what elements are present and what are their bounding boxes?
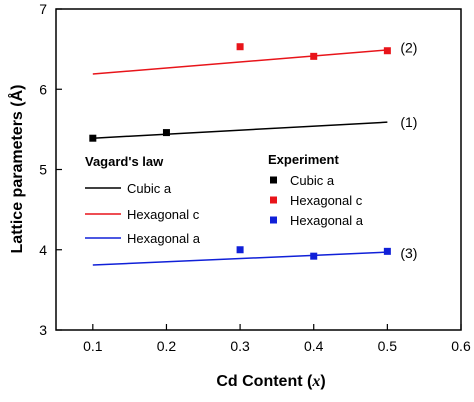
vegard-line xyxy=(92,251,388,266)
experiment-point xyxy=(383,47,391,55)
y-tick-label: 5 xyxy=(39,162,47,178)
experiment-point xyxy=(310,52,318,60)
series-lines xyxy=(92,49,388,266)
experiment-point xyxy=(310,252,318,260)
x-tick-label: 0.1 xyxy=(83,338,103,354)
x-tick-label: 0.4 xyxy=(304,338,324,354)
curve-label: (2) xyxy=(400,40,417,56)
x-tick-label: 0.5 xyxy=(378,338,398,354)
legend-lines-heading: Vagard's law xyxy=(85,154,164,169)
legend-line-label: Cubic a xyxy=(127,181,172,196)
experiment-point xyxy=(236,43,244,51)
legend-point-label: Hexagonal c xyxy=(290,193,363,208)
y-tick-label: 3 xyxy=(39,322,47,338)
vegard-line xyxy=(92,121,388,139)
y-axis-title: Lattice parameters (Å) xyxy=(7,85,26,254)
legend: Vagard's law Experiment Cubic a Hexagonal… xyxy=(85,152,364,246)
plot-frame xyxy=(55,8,462,331)
plot-border xyxy=(55,8,462,331)
experiment-point xyxy=(236,246,244,254)
legend-line-label: Hexagonal c xyxy=(127,207,200,222)
legend-entries: Cubic a Hexagonal c Hexagonal a Cubic a Hexa… xyxy=(85,173,364,246)
x-tick-label: 0.3 xyxy=(230,338,250,354)
y-tick-label: 7 xyxy=(39,1,47,17)
y-tick-label: 4 xyxy=(39,242,47,258)
experiment-point xyxy=(383,247,391,255)
axis-ticks: 0.1 0.2 0.3 0.4 0.5 0.6 3 4 5 6 7 xyxy=(39,1,471,354)
curve-label: (1) xyxy=(400,114,417,130)
x-tick-label: 0.6 xyxy=(451,338,471,354)
experiment-point xyxy=(89,134,97,142)
curve-label: (3) xyxy=(400,245,417,261)
x-tick-label: 0.2 xyxy=(157,338,177,354)
legend-point-swatch xyxy=(270,176,277,184)
y-tick-label: 6 xyxy=(39,81,47,97)
legend-point-swatch xyxy=(270,196,277,204)
curve-annotations: (1) (2) (3) xyxy=(400,40,417,261)
legend-point-swatch xyxy=(270,216,277,224)
experiment-point xyxy=(162,129,170,137)
legend-point-label: Cubic a xyxy=(290,173,335,188)
vegard-line xyxy=(92,49,388,75)
x-axis-title: Cd Content (x) xyxy=(216,373,325,390)
legend-points-heading: Experiment xyxy=(268,152,339,167)
series-points xyxy=(89,43,391,260)
legend-line-label: Hexagonal a xyxy=(127,231,201,246)
legend-point-label: Hexagonal a xyxy=(290,213,364,228)
